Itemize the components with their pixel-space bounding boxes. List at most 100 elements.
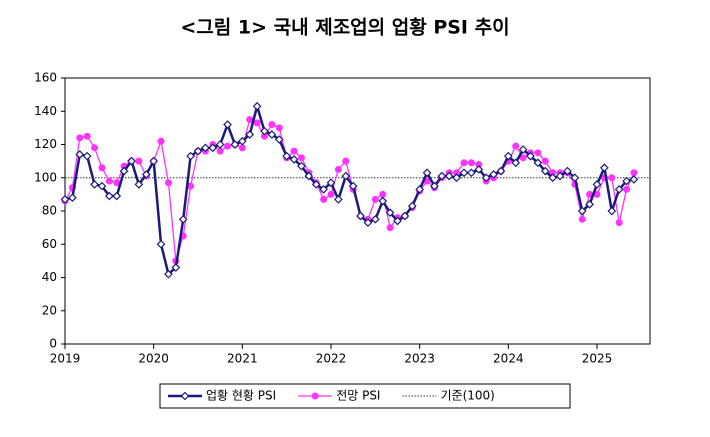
y-tick-label: 120 [34,137,57,151]
point [430,181,439,191]
x-tick-label: 2024 [493,352,524,366]
point [141,170,151,179]
point [555,171,565,181]
point [327,190,335,198]
point [60,195,70,204]
point [215,140,225,149]
point [592,180,602,189]
y-tick-label: 140 [34,104,57,118]
point [297,161,306,171]
point [171,263,181,272]
point [481,173,491,183]
point [186,151,195,161]
y-tick-label: 60 [42,237,57,251]
point [570,173,580,183]
point [290,147,298,155]
point [91,144,99,152]
point [629,175,639,184]
point [187,182,195,190]
point [607,206,617,216]
point [585,200,594,209]
point [267,130,277,139]
point [261,132,268,140]
point [379,190,387,198]
point [297,154,305,162]
point [113,179,121,187]
series-line [64,101,635,277]
point [216,147,224,155]
point [90,180,99,189]
y-tick-label: 20 [42,303,57,317]
x-tick-label: 2019 [50,352,81,366]
point [201,143,210,153]
point [623,185,631,193]
point [82,151,92,161]
y-tick-label: 160 [34,71,57,85]
point [180,391,190,401]
point [341,171,351,181]
point [282,151,292,161]
legend-label: 기준(100) [440,389,494,403]
point [356,211,365,221]
point [157,137,165,145]
point [512,142,520,150]
point [223,120,232,129]
x-tick-label: 2023 [404,352,435,366]
point [533,158,543,168]
point [370,214,380,224]
x-tick-label: 2022 [316,352,347,366]
point [83,132,91,140]
point [149,156,159,166]
x-tick-label: 2025 [582,352,613,366]
point [474,165,484,174]
point [467,168,476,178]
point [518,145,528,154]
chart-title: <그림 1> 국내 제조업의 업황 PSI 추이 [180,16,509,39]
point [371,195,379,203]
point [452,173,461,183]
point [540,166,550,176]
point [311,180,321,189]
point [104,191,114,201]
y-tick-label: 0 [49,337,57,351]
point [614,185,624,194]
point [75,150,85,159]
point [386,224,394,232]
point [127,156,136,166]
point [134,180,144,189]
point [156,239,166,249]
point [238,144,246,152]
point [224,142,232,150]
x-tick-label: 2021 [227,352,258,366]
point [630,169,638,177]
point [164,269,173,279]
y-tick-label: 40 [42,270,57,284]
legend-label: 업황 현황 PSI [206,389,276,403]
point [289,155,299,164]
point [496,166,506,176]
point [393,216,402,226]
legend-label: 전망 PSI [336,389,380,403]
point [342,157,350,165]
point [76,134,84,142]
series-line [64,118,635,262]
point [237,136,247,146]
point [526,151,535,161]
point [193,146,203,156]
point [246,116,254,124]
point [608,174,616,182]
point [348,181,358,191]
point [578,215,586,223]
point [252,101,262,111]
point [319,185,328,194]
point [119,166,129,176]
point [622,176,631,186]
point [615,219,623,227]
y-tick-label: 80 [42,204,57,218]
point [511,158,521,168]
point [164,179,172,187]
x-tick-label: 2020 [138,352,169,366]
point [385,208,395,218]
point [503,151,513,161]
